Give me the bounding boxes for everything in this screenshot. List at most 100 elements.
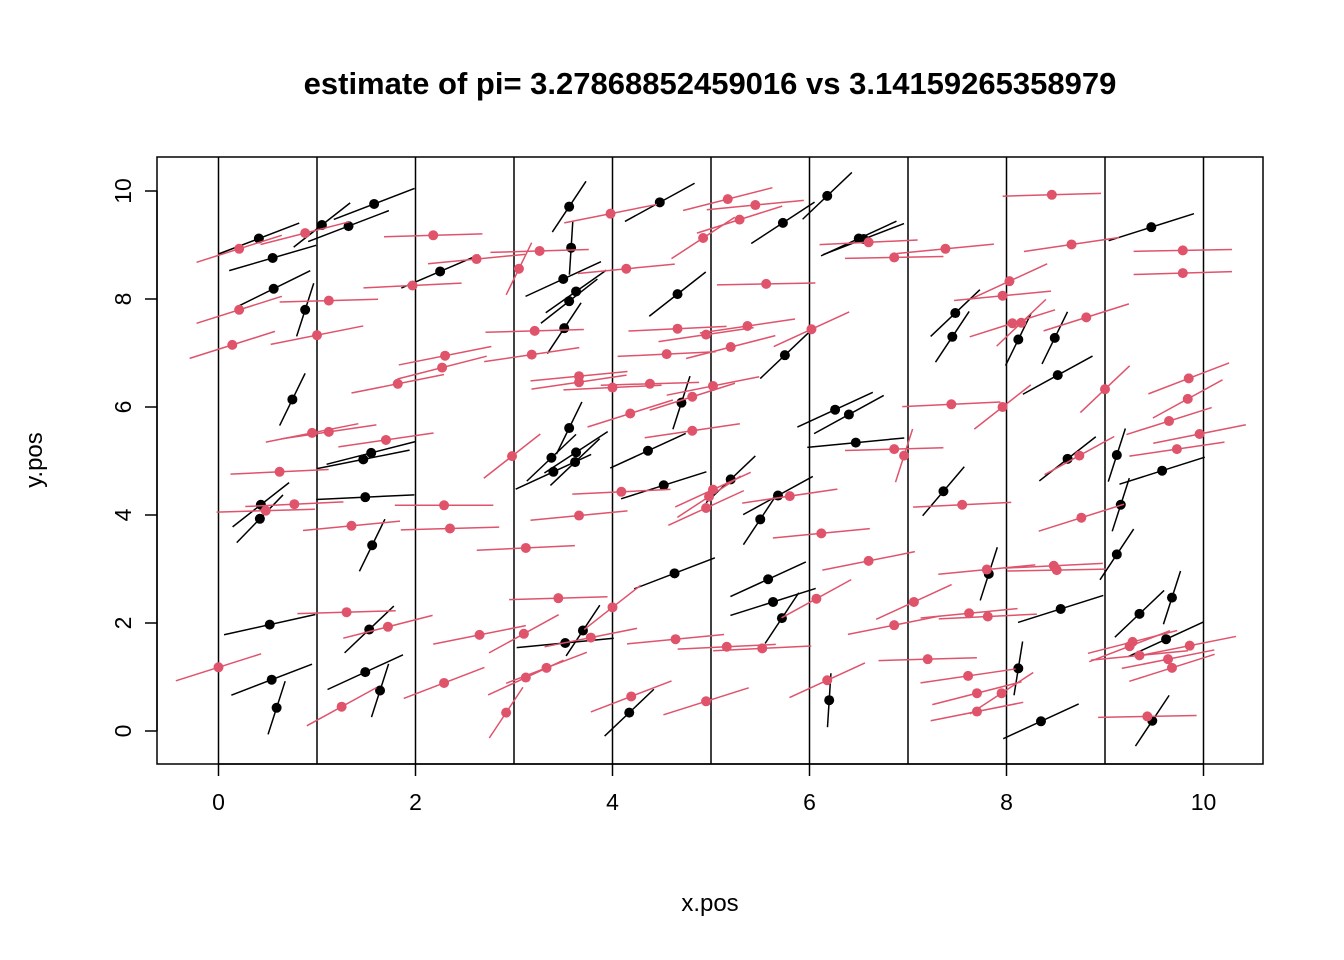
needle-point xyxy=(346,521,356,531)
needle-point xyxy=(227,340,237,350)
needle-point xyxy=(938,486,948,496)
needle-point xyxy=(998,291,1008,301)
y-axis: 0 2 4 6 8 10 xyxy=(110,178,157,737)
needle-point xyxy=(824,695,834,705)
needle-point xyxy=(558,274,568,284)
needle-point xyxy=(514,264,524,274)
needle-point xyxy=(625,408,635,418)
needle-point xyxy=(269,284,279,294)
needle-point xyxy=(1184,373,1194,383)
needle-point xyxy=(780,350,790,360)
y-tick-label: 8 xyxy=(110,293,136,306)
needle-point xyxy=(972,688,982,698)
needle-point xyxy=(272,703,282,713)
needle-point xyxy=(324,427,334,437)
needle-point xyxy=(571,286,581,296)
needle-point xyxy=(324,296,334,306)
needle-point xyxy=(559,323,569,333)
needle-point xyxy=(548,467,558,477)
needle-point xyxy=(1056,604,1066,614)
needle-point xyxy=(475,630,485,640)
needle-point xyxy=(571,447,581,457)
needle-point xyxy=(393,379,403,389)
needle-point xyxy=(445,524,455,534)
needle-point xyxy=(1067,239,1077,249)
needle-point xyxy=(946,399,956,409)
needle-point xyxy=(1050,333,1060,343)
x-tick-label: 6 xyxy=(803,789,816,815)
needle-point xyxy=(701,503,711,513)
plot-frame xyxy=(157,157,1263,764)
needle-point xyxy=(643,446,653,456)
needle-point xyxy=(998,402,1008,412)
needle-point xyxy=(1142,711,1152,721)
needle-point xyxy=(761,279,771,289)
needle-point xyxy=(671,634,681,644)
needle-point xyxy=(287,394,297,404)
x-tick-label: 10 xyxy=(1191,789,1217,815)
needle-point xyxy=(574,511,584,521)
needle-point xyxy=(265,620,275,630)
needle-point xyxy=(527,350,537,360)
needle-point xyxy=(708,381,718,391)
x-axis-label: x.pos xyxy=(681,890,738,917)
needle-point xyxy=(360,492,370,502)
needle-point xyxy=(312,330,322,340)
needle-point xyxy=(698,233,708,243)
needle-point xyxy=(1163,654,1173,664)
needle-point xyxy=(439,500,449,510)
needle-point xyxy=(822,675,832,685)
needle-point xyxy=(1164,416,1174,426)
needle-point xyxy=(889,444,899,454)
y-tick-label: 6 xyxy=(110,401,136,414)
needle-point xyxy=(261,506,271,516)
needle-point xyxy=(586,633,596,643)
y-tick-label: 10 xyxy=(110,178,136,204)
needle-point xyxy=(275,467,285,477)
needle-point xyxy=(778,218,788,228)
needle-point xyxy=(645,379,655,389)
needle-point xyxy=(616,487,626,497)
needle-point xyxy=(1185,641,1195,651)
needle-point xyxy=(750,200,760,210)
needle-point xyxy=(268,253,278,263)
needle-point xyxy=(234,244,244,254)
needle-point xyxy=(1081,312,1091,322)
needle-point xyxy=(440,351,450,361)
needle-point xyxy=(806,324,816,334)
needle-point xyxy=(521,543,531,553)
needle-point xyxy=(553,593,563,603)
needle-point xyxy=(1178,268,1188,278)
needle-point xyxy=(507,451,517,461)
needle-point xyxy=(366,448,376,458)
needle-point xyxy=(1146,222,1156,232)
y-tick-label: 4 xyxy=(110,508,136,521)
needle-point xyxy=(889,620,899,630)
needle-point xyxy=(757,643,767,653)
needle-point xyxy=(822,191,832,201)
needle-point xyxy=(687,392,697,402)
needle-point xyxy=(530,326,540,336)
needle-point xyxy=(1183,394,1193,404)
needle-point xyxy=(947,332,957,342)
needle-point xyxy=(670,568,680,578)
needle-point xyxy=(816,528,826,538)
needle-point xyxy=(546,453,556,463)
y-axis-label: y.pos xyxy=(21,432,48,488)
needle-point xyxy=(983,612,993,622)
needle-point xyxy=(621,264,631,274)
needle-point xyxy=(1076,513,1086,523)
needle-point xyxy=(1100,384,1110,394)
needle-point xyxy=(1052,565,1062,575)
needle-point xyxy=(1172,444,1182,454)
x-tick-label: 0 xyxy=(212,789,225,815)
needle-point xyxy=(428,230,438,240)
needle-point xyxy=(337,702,347,712)
needle-point xyxy=(300,305,310,315)
needle-point xyxy=(763,574,773,584)
needle-point xyxy=(435,266,445,276)
needle-point xyxy=(369,199,379,209)
needle-point xyxy=(811,594,821,604)
needle-point xyxy=(864,556,874,566)
